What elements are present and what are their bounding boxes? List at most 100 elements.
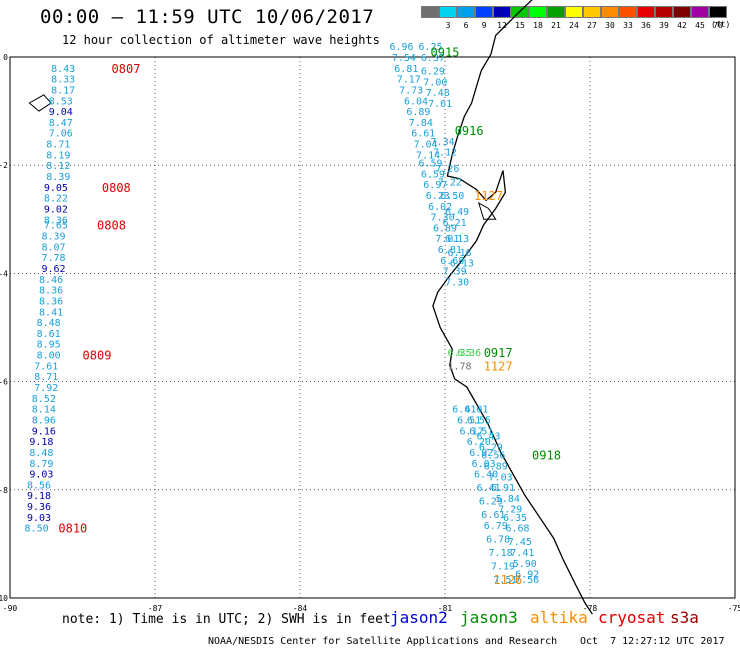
legend-label: 30 bbox=[605, 21, 615, 30]
wave-height-label: 6.56 bbox=[481, 451, 505, 462]
legend-label: 70 bbox=[713, 21, 723, 30]
wave-height-label: 6.03 bbox=[472, 459, 496, 470]
legend-bin: 27 bbox=[583, 6, 601, 30]
satellite-name: jason2 bbox=[390, 608, 448, 627]
legend-bin: 45 bbox=[691, 6, 709, 30]
wave-height-label: 5.84 bbox=[496, 494, 520, 505]
wave-height-label: 6.59 bbox=[421, 169, 445, 180]
legend-bin: 12 bbox=[493, 6, 511, 30]
pass-time-label: 1127 bbox=[484, 359, 513, 373]
legend-label: 15 bbox=[515, 21, 525, 30]
legend-bin: 3 bbox=[439, 6, 457, 30]
satellite-name: jason3 bbox=[460, 608, 518, 627]
wave-height-label: 8.19 bbox=[46, 150, 70, 161]
wave-height-label: 7.18 bbox=[489, 548, 513, 559]
wave-height-label: 7.45 bbox=[508, 537, 532, 548]
wave-height-label: 8.50 bbox=[25, 524, 49, 535]
legend-swatch bbox=[529, 6, 547, 18]
wave-height-label: 9.62 bbox=[41, 264, 65, 275]
wave-height-label: 6.97 bbox=[423, 180, 447, 191]
wave-height-label: 7.65 bbox=[44, 221, 68, 232]
legend-bin: 36 bbox=[637, 6, 655, 30]
lon-tick-label: -75 bbox=[728, 604, 740, 613]
legend-bin: 24 bbox=[565, 6, 583, 30]
wave-height-label: 8.71 bbox=[34, 372, 58, 383]
legend-swatch bbox=[619, 6, 637, 18]
wave-height-label: 9.04 bbox=[49, 107, 73, 118]
pass-time-label: 0918 bbox=[532, 449, 561, 463]
wave-height-label: 6.02 bbox=[428, 202, 452, 213]
lon-tick-label: -84 bbox=[293, 604, 308, 613]
legend-bin: 6 bbox=[457, 6, 475, 30]
lat-tick-label: -6 bbox=[0, 378, 8, 387]
coastline bbox=[28, 0, 593, 615]
wave-height-label: 6.59 bbox=[418, 158, 442, 169]
wave-height-label: 6.89 bbox=[484, 461, 508, 472]
wave-height-label: 7.00 bbox=[423, 77, 447, 88]
wave-height-label: 8.61 bbox=[37, 329, 61, 340]
wave-height-label: 8.46 bbox=[39, 275, 63, 286]
wave-height-label: 8.22 bbox=[44, 194, 68, 205]
wave-height-label: 9.36 bbox=[27, 502, 51, 513]
legend-label: 45 bbox=[695, 21, 705, 30]
wave-height-label: 6.68 bbox=[440, 256, 464, 267]
lat-tick-label: -4 bbox=[0, 269, 8, 278]
lon-tick-label: -78 bbox=[583, 604, 598, 613]
wave-height-label: 7.03 bbox=[489, 472, 513, 483]
wave-height-color-legend: 3 6 9 12 15 18 21 24 27 30 33 36 39 42 45 70 bbox=[421, 6, 727, 30]
wave-height-label: 8.12 bbox=[46, 161, 70, 172]
pass-time-label: 0917 bbox=[484, 346, 513, 360]
wave-height-label: 8.14 bbox=[32, 405, 56, 416]
wave-height-label: 7.78 bbox=[41, 253, 65, 264]
legend-swatch bbox=[439, 6, 457, 18]
wave-height-label: 7.34 bbox=[431, 137, 455, 148]
legend-label: 18 bbox=[533, 21, 543, 30]
satellite-name: cryosat bbox=[598, 608, 666, 627]
wave-height-label: 7.56 bbox=[515, 575, 539, 586]
wave-height-label: 8.48 bbox=[29, 448, 53, 459]
wave-height-label: 7.30 bbox=[445, 278, 469, 289]
wave-height-label: 7.14 bbox=[416, 150, 440, 161]
wave-height-label: 9.18 bbox=[27, 491, 51, 502]
legend-label: 33 bbox=[623, 21, 633, 30]
wave-height-label: 5.90 bbox=[513, 559, 537, 570]
wave-height-label: 9.16 bbox=[32, 426, 56, 437]
wave-height-label: 6.29 bbox=[479, 497, 503, 508]
wave-height-label: 8.96 bbox=[32, 415, 56, 426]
wave-height-label: 6.36 bbox=[457, 348, 481, 359]
wave-height-label: 9.03 bbox=[27, 513, 51, 524]
wave-height-label: 6.41 bbox=[476, 483, 500, 494]
wave-height-label: 6.61 bbox=[411, 129, 435, 140]
wave-height-label: 7.84 bbox=[409, 118, 433, 129]
wave-height-label: 6.51 bbox=[469, 426, 493, 437]
legend-bin: 70 bbox=[709, 6, 727, 30]
wave-height-label: 6.41 bbox=[452, 405, 476, 416]
pass-time-label: 0808 bbox=[97, 219, 126, 233]
wave-height-label: 8.33 bbox=[51, 75, 75, 86]
wave-height-label: 6.50 bbox=[440, 191, 464, 202]
legend-label: 36 bbox=[641, 21, 651, 30]
wave-height-label: 8.00 bbox=[37, 351, 61, 362]
pass-time-label: 0808 bbox=[102, 181, 131, 195]
legend-label: 42 bbox=[677, 21, 687, 30]
wave-height-label: 8.07 bbox=[41, 242, 65, 253]
legend-swatch bbox=[493, 6, 511, 18]
lon-tick-label: -81 bbox=[438, 604, 453, 613]
wave-height-label: 8.56 bbox=[27, 480, 51, 491]
wave-height-label: 7.48 bbox=[426, 88, 450, 99]
wave-height-label: 6.40 bbox=[474, 470, 498, 481]
wave-height-label: 9.18 bbox=[29, 437, 53, 448]
legend-swatch bbox=[637, 6, 655, 18]
lat-tick-label: -10 bbox=[0, 594, 8, 603]
wave-height-values: 8.438.338.178.539.048.477.068.718.198.12… bbox=[25, 42, 540, 586]
wave-height-label: 6.51 bbox=[457, 415, 481, 426]
wave-height-label: 7.61 bbox=[34, 361, 58, 372]
lon-tick-label: -90 bbox=[3, 604, 18, 613]
wave-height-label: 6.81 bbox=[394, 64, 418, 75]
wave-height-label: 6.16 bbox=[447, 248, 471, 259]
legend-label: 24 bbox=[569, 21, 579, 30]
legend-bin: 30 bbox=[601, 6, 619, 30]
axis-labels: -90 -87 -84 -81 -78 -75 0 -2 -4 -6 -8 -10 bbox=[0, 53, 740, 613]
legend-label: 12 bbox=[497, 21, 507, 30]
